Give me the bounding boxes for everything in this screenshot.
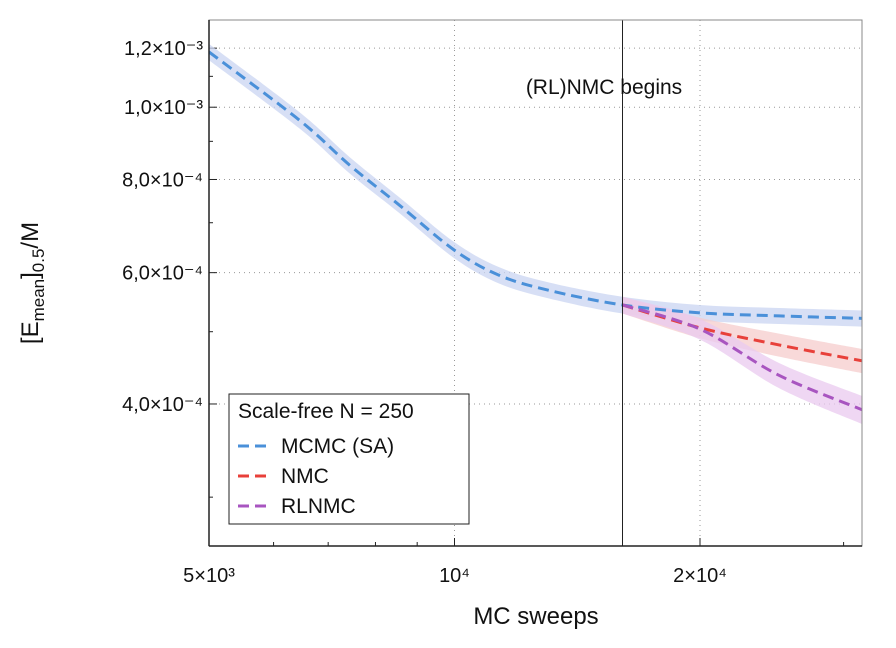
legend-box: [228, 393, 470, 525]
confidence-band: [622, 296, 862, 425]
legend: Scale-free N = 250 MCMC (SA) NMC RLNMC: [228, 393, 470, 525]
y-axis-label: [Emean]0.5/M: [17, 222, 48, 344]
y-tick-label: 1,2×10⁻³: [124, 38, 203, 60]
y-axis-label-part: /M: [17, 222, 44, 249]
series-line: [209, 50, 862, 320]
y-axis-label-part: [E: [17, 321, 44, 344]
x-tick-label: 10⁴: [439, 565, 470, 587]
legend-title: Scale-free N = 250: [238, 400, 414, 423]
legend-label: MCMC (SA): [281, 435, 394, 458]
plot-layer: [209, 43, 862, 425]
y-tick-label: 1,0×10⁻³: [124, 97, 203, 119]
x-axis-label: MC sweeps: [473, 603, 598, 630]
x-tick-label: 5×10³: [183, 565, 235, 587]
y-tick-label: 6,0×10⁻⁴: [122, 263, 203, 285]
legend-label: RLNMC: [281, 495, 356, 518]
x-tick-label: 2×10⁴: [673, 565, 727, 587]
y-axis-label-part: mean: [29, 279, 48, 322]
legend-label: NMC: [281, 465, 329, 488]
y-axis-label-part: 0.5: [29, 249, 48, 273]
annotation: (RL)NMC begins: [526, 76, 682, 99]
y-axis-label-part: ]: [17, 272, 44, 279]
series-line: [622, 303, 862, 412]
y-tick-label: 4,0×10⁻⁴: [122, 394, 203, 416]
y-tick-label: 8,0×10⁻⁴: [122, 169, 203, 191]
